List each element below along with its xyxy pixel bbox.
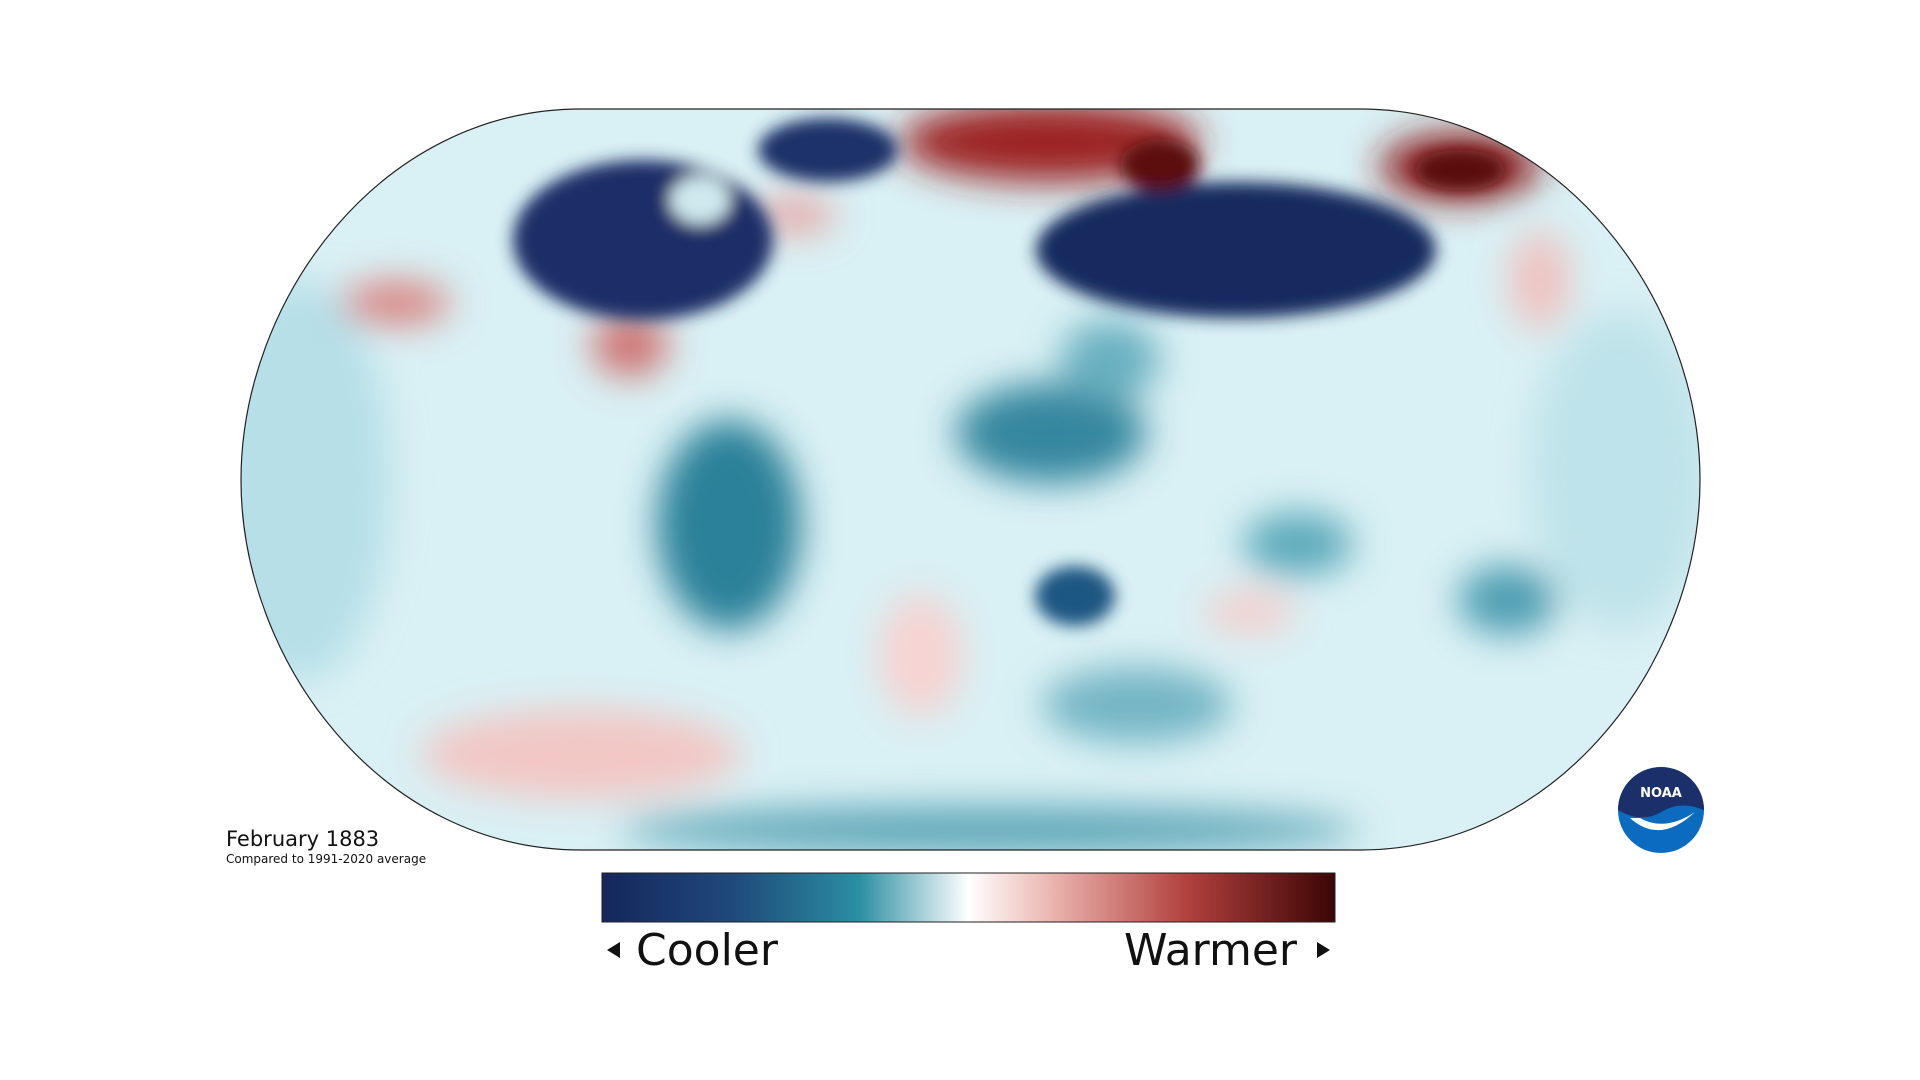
color-bar — [601, 872, 1336, 923]
anomaly-map — [241, 109, 1700, 850]
noaa-logo: NOAA — [1618, 767, 1704, 853]
map-title: February 1883 — [226, 827, 379, 851]
arrow-left — [607, 942, 620, 958]
map-outline — [240, 108, 1701, 851]
legend-low: Cooler — [636, 925, 779, 976]
map-subtitle: Compared to 1991-2020 average — [226, 852, 426, 866]
arrow-right — [1317, 942, 1330, 958]
logo-text: NOAA — [1640, 786, 1682, 801]
legend-high: Warmer — [1124, 925, 1298, 976]
